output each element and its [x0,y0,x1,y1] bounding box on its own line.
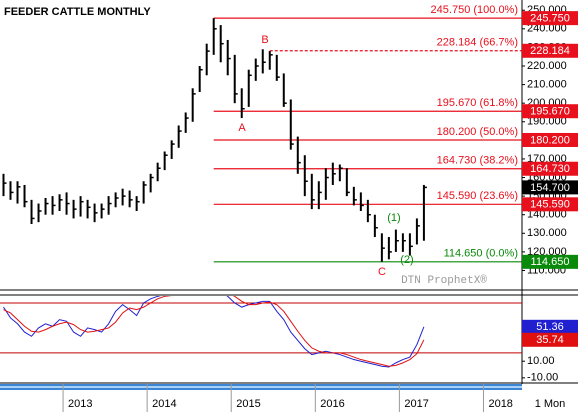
axis-value-box [522,104,578,119]
x-tick-label: 2016 [320,398,344,410]
axis-value-label: 195.670 [530,106,570,118]
axis-value-label: 51.36 [536,321,564,333]
fib-label: 145.590 (23.6%) [437,190,518,202]
chart-title: FEEDER CATTLE MONTHLY [4,6,151,18]
y-tick-label: 210.000 [527,78,567,90]
y-tick-label: 240.000 [527,23,567,35]
y-tick-label: 120.000 [527,246,567,258]
fib-label: 245.750 (100.0%) [431,4,518,16]
axis-value-box [522,254,578,269]
axis-value-label: 245.750 [530,13,570,25]
fib-label: 164.730 (38.2%) [437,155,518,167]
watermark: DTN ProphetX® [401,275,487,287]
y-tick-label: 190.000 [527,116,567,128]
annotation: (1) [387,212,400,224]
axis-value-box [522,319,578,334]
fib-label: 114.650 (0.0%) [444,248,518,260]
fib-label: 195.670 (61.8%) [437,97,518,109]
fib-label: 228.184 (66.7%) [437,37,518,49]
axis-value-box [522,161,578,176]
y-tick-label: 250.000 [527,4,567,16]
annotation: C [378,266,386,278]
axis-value-label: 145.590 [530,199,570,211]
annotation: B [261,34,268,46]
axis-value-label: 164.730 [530,163,570,175]
y-tick-label: 130.000 [527,227,567,239]
y-tick-label: 140.000 [527,209,567,221]
x-tick-label: 2013 [68,398,92,410]
last-price-box [522,180,578,195]
axis-value-box [522,11,578,26]
annotation: A [238,122,246,134]
x-tick-label: 2018 [488,398,512,410]
axis-value-label: 180.200 [530,134,570,146]
axis-value-box [522,43,578,58]
axis-value-box [522,132,578,147]
x-tick-label: 2014 [152,398,176,410]
axis-value-box [522,332,578,347]
stochastic-line [3,296,425,368]
axis-value-label: 114.650 [531,256,570,268]
x-tick-label: 2017 [404,398,428,410]
stochastic-line [3,296,425,367]
annotation: (2) [400,254,413,266]
x-tick-label: 2015 [236,398,260,410]
last-price-label: 154.700 [530,182,570,194]
axis-value-box [522,197,578,212]
y-tick-label: -10.00 [527,372,558,384]
y-tick-label: 220.000 [527,60,567,72]
interval-label: 1 Mon [535,398,566,410]
axis-value-label: 35.74 [536,334,564,346]
y-tick-label: 10.00 [527,355,555,367]
time-stripe [0,386,522,388]
fib-label: 180.200 (50.0%) [437,126,518,138]
axis-value-label: 228.184 [530,45,570,57]
